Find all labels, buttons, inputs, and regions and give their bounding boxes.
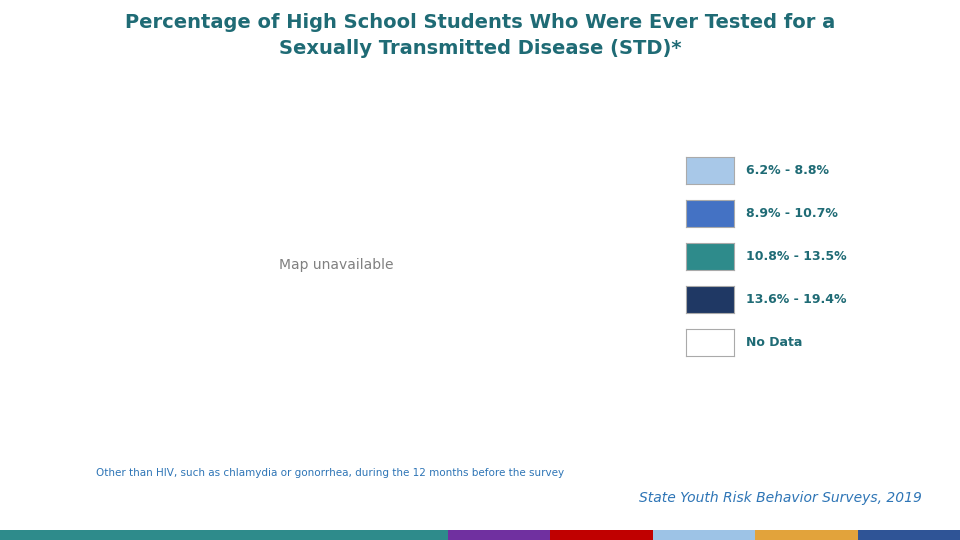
Text: No Data: No Data [746,336,803,349]
Text: 6.2% - 8.8%: 6.2% - 8.8% [746,164,828,177]
Text: State Youth Risk Behavior Surveys, 2019: State Youth Risk Behavior Surveys, 2019 [638,491,922,505]
Text: 10.8% - 13.5%: 10.8% - 13.5% [746,250,847,263]
Text: Other than HIV, such as chlamydia or gonorrhea, during the 12 months before the : Other than HIV, such as chlamydia or gon… [96,468,564,478]
Text: 8.9% - 10.7%: 8.9% - 10.7% [746,207,838,220]
Text: Percentage of High School Students Who Were Ever Tested for a
Sexually Transmitt: Percentage of High School Students Who W… [125,14,835,57]
Text: Map unavailable: Map unavailable [278,258,394,272]
Text: 13.6% - 19.4%: 13.6% - 19.4% [746,293,847,306]
